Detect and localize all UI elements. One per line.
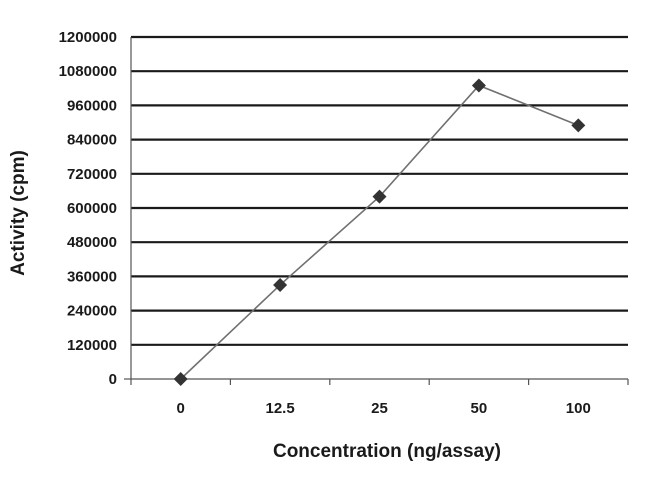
- y-tick-label: 840000: [67, 132, 117, 149]
- data-point-marker: [571, 118, 586, 133]
- data-point-marker: [372, 189, 387, 204]
- y-tick-labels: 0 120000 240000 360000 480000 600000 720000 840…: [59, 29, 117, 388]
- x-tick-label: 0: [177, 400, 185, 417]
- x-axis-title: Concentration (ng/assay): [273, 441, 501, 462]
- y-tick-label: 480000: [67, 234, 117, 251]
- y-tick-label: 0: [109, 371, 117, 388]
- y-tick-label: 600000: [67, 200, 117, 217]
- y-tick-label: 960000: [67, 97, 117, 114]
- gridlines: [131, 35, 628, 346]
- y-tick-label: 1200000: [59, 29, 117, 46]
- x-tick-label: 100: [566, 400, 591, 417]
- y-tick-label: 1080000: [59, 63, 117, 80]
- data-series: [173, 78, 586, 386]
- data-point-marker: [471, 78, 486, 93]
- y-axis-title: Activity (cpm): [8, 150, 29, 276]
- x-tick-labels: 0 12.5 25 50 100: [177, 400, 591, 417]
- axes: [124, 37, 629, 385]
- y-tick-label: 120000: [67, 337, 117, 354]
- y-tick-label: 240000: [67, 303, 117, 320]
- x-tick-label: 25: [371, 400, 388, 417]
- series-line: [180, 84, 579, 380]
- x-tick-label: 12.5: [265, 400, 294, 417]
- data-point-marker: [273, 277, 288, 292]
- x-tick-label: 50: [471, 400, 488, 417]
- y-tick-label: 360000: [67, 268, 117, 285]
- y-tick-label: 720000: [67, 166, 117, 183]
- data-point-marker: [173, 372, 188, 386]
